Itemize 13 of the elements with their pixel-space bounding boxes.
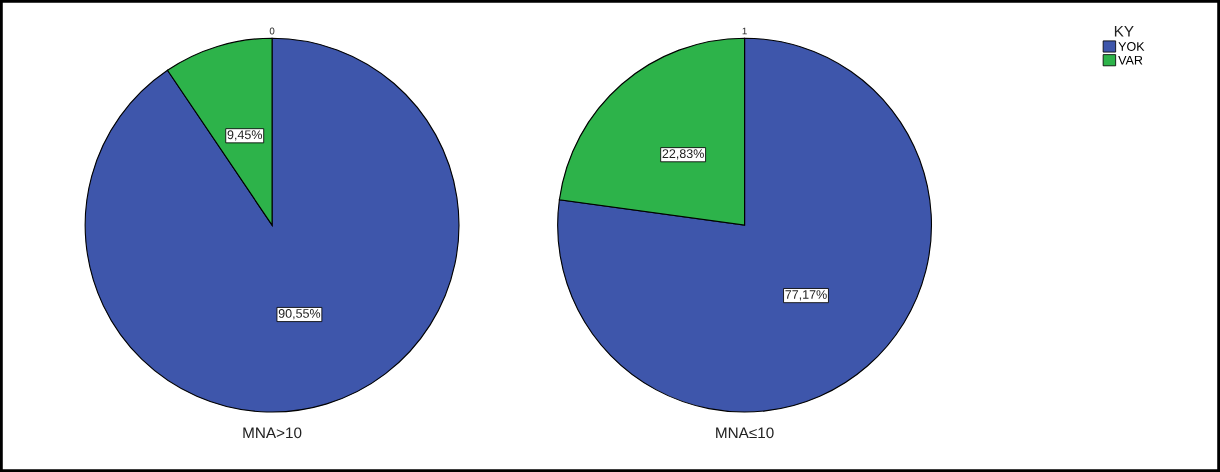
chart-title: 0	[269, 27, 275, 35]
chart-title: 1	[742, 27, 747, 35]
text: MNA≤10	[716, 427, 774, 439]
legend-title: KY	[1114, 25, 1134, 37]
data-label: 77,17%	[785, 290, 827, 301]
pie-slice	[84, 37, 460, 413]
data-label: 22,83%	[662, 149, 704, 160]
data-label: 9,45%	[227, 130, 262, 141]
legend-label: VAR	[1118, 55, 1143, 65]
text: MNA>10	[243, 427, 302, 439]
pie-slice	[557, 37, 933, 413]
data-label: 90,55%	[278, 309, 321, 320]
legend-label: YOK	[1118, 42, 1145, 51]
